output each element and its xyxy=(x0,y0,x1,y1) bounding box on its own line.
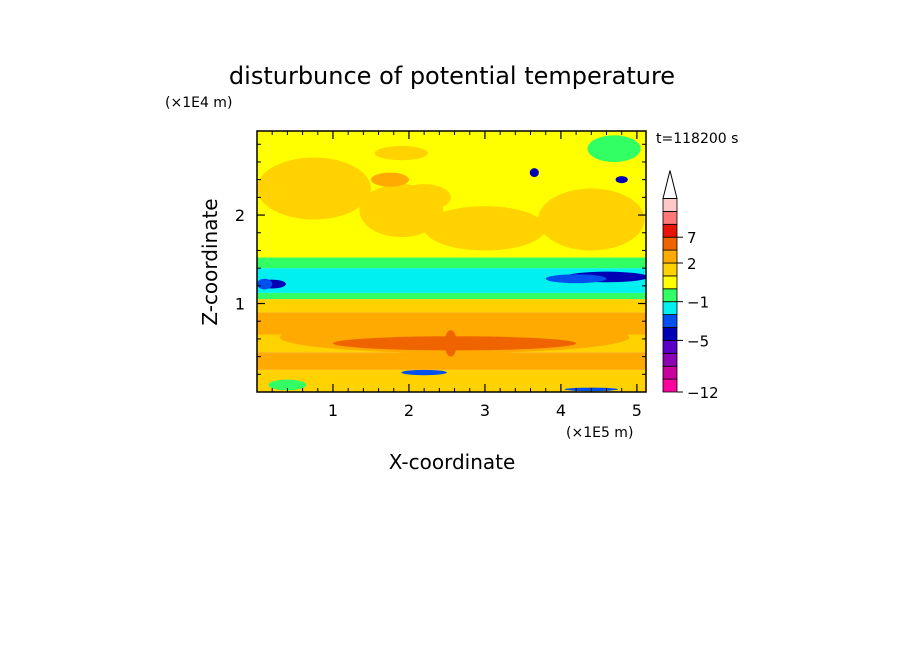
y-axis-label: Z-coordinate xyxy=(198,198,222,325)
colorbar-cell xyxy=(662,288,678,303)
heatmap-patch xyxy=(397,184,451,211)
heatmap-patch xyxy=(370,172,409,187)
colorbar-cell xyxy=(662,339,678,354)
heatmap-area xyxy=(257,131,646,392)
colorbar: 7 2 −1 −5 −12 xyxy=(662,170,719,402)
plot-frame xyxy=(256,130,647,393)
colorbar-tick-label: 2 xyxy=(687,255,697,273)
y-axis: 12 xyxy=(235,143,646,375)
y-axis-unit: (×1E4 m) xyxy=(165,95,232,111)
colorbar-cell xyxy=(662,210,678,225)
y-tick-label: 2 xyxy=(235,206,245,225)
colorbar-tick-label: −5 xyxy=(687,332,709,350)
heatmap-patch xyxy=(401,369,447,376)
heatmap-patch xyxy=(538,188,645,251)
time-label: t=118200 s xyxy=(656,131,738,147)
chart-title: disturbunce of potential temperature xyxy=(229,62,675,90)
colorbar-cell xyxy=(662,378,678,393)
colorbar-cell xyxy=(662,262,678,277)
x-axis-label: X-coordinate xyxy=(389,450,516,474)
x-tick-label: 4 xyxy=(556,401,566,420)
heatmap-patch xyxy=(529,168,539,178)
colorbar-tick-label: 7 xyxy=(687,229,697,247)
x-axis: 1 2 3 4 5 xyxy=(271,131,642,420)
heatmap-band xyxy=(257,352,646,370)
heatmap-band xyxy=(257,299,646,313)
colorbar-cell xyxy=(662,327,678,341)
heatmap-patch xyxy=(268,379,307,391)
colorbar-cell xyxy=(662,223,678,238)
colorbar-cell xyxy=(662,275,678,290)
colorbar-cell xyxy=(662,249,678,264)
x-tick-label: 3 xyxy=(480,401,490,420)
heatmap-patch xyxy=(374,146,428,161)
colorbar-cell xyxy=(662,352,678,367)
heatmap-patch xyxy=(615,176,628,184)
x-tick-label: 5 xyxy=(632,401,642,420)
colorbar-extend-arrow xyxy=(662,170,678,199)
y-tick-label: 1 xyxy=(235,295,245,314)
heatmap-band xyxy=(257,292,646,300)
heatmap-patch xyxy=(444,330,457,357)
colorbar-cell xyxy=(662,236,678,251)
colorbar-cell xyxy=(662,301,678,316)
x-tick-label: 2 xyxy=(404,401,414,420)
colorbar-cell xyxy=(662,314,678,328)
heatmap-patch xyxy=(545,274,607,284)
colorbar-cell xyxy=(662,198,678,212)
heatmap-band xyxy=(257,257,646,269)
colorbar-cell xyxy=(662,365,678,380)
heatmap-patch xyxy=(424,206,546,251)
heatmap-patch xyxy=(257,278,273,290)
heatmap-band xyxy=(257,369,646,392)
x-axis-unit: (×1E5 m) xyxy=(566,425,633,441)
heatmap-patch xyxy=(587,135,641,162)
x-tick-label: 1 xyxy=(328,401,338,420)
heatmap-patch xyxy=(257,157,371,220)
colorbar-tick-label: −1 xyxy=(687,294,709,312)
colorbar-tick-label: −12 xyxy=(687,384,719,402)
